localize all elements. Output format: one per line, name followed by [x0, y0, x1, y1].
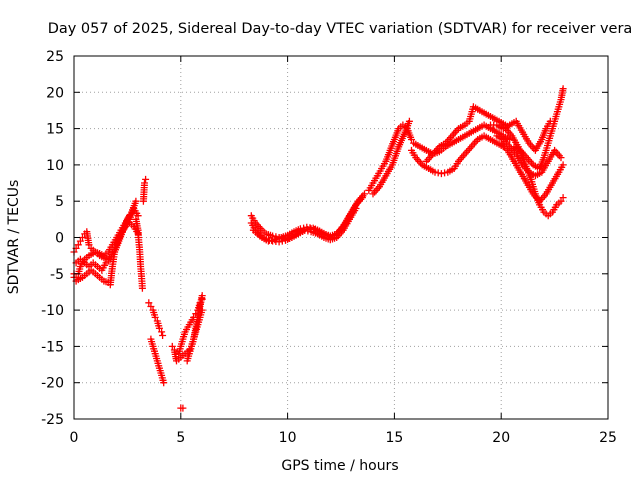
y-tick-label: -25: [41, 412, 64, 428]
data-point: [557, 197, 565, 205]
x-tick-label: 10: [279, 430, 297, 446]
data-point: [79, 234, 86, 241]
data-point: [196, 299, 204, 307]
data-point: [126, 212, 133, 220]
y-tick-label: 25: [46, 49, 64, 65]
data-point: [557, 154, 565, 162]
data-point: [437, 170, 445, 178]
data-point: [441, 169, 449, 177]
data-point: [132, 197, 140, 205]
chart-title: Day 057 of 2025, Sidereal Day-to-day VTE…: [48, 21, 633, 37]
data-point: [76, 237, 84, 245]
data-point: [431, 168, 439, 176]
y-tick-label: -15: [41, 339, 64, 355]
data-point: [361, 190, 368, 198]
grid: [74, 56, 608, 419]
data-point: [138, 284, 146, 292]
data-point: [278, 237, 286, 245]
data-point: [158, 328, 166, 336]
y-tick-label: 20: [46, 85, 64, 101]
data-point: [141, 179, 148, 187]
x-axis-label: GPS time / hours: [281, 458, 398, 474]
data-point: [134, 212, 142, 220]
data-point: [559, 194, 567, 202]
data-point: [434, 169, 442, 177]
data-point: [151, 313, 159, 321]
x-tick-label: 25: [599, 430, 617, 446]
data-point: [301, 226, 309, 234]
y-tick-label: -20: [41, 376, 64, 392]
y-tick-label: 15: [46, 122, 64, 138]
data-point: [142, 175, 150, 183]
y-tick-label: -10: [41, 303, 64, 319]
data-point: [559, 161, 567, 169]
data-point: [190, 313, 198, 321]
data-point: [192, 310, 200, 318]
x-tick-label: 20: [492, 430, 510, 446]
data-point: [198, 295, 206, 303]
x-tick-label: 5: [176, 430, 185, 446]
axis-ticks: 0 5 10 15 20 25 25 20 15 10 5 0 -5 -10 -15 -20 -25: [41, 49, 617, 446]
data-point: [408, 136, 415, 143]
data-point: [352, 205, 360, 212]
data-point: [85, 241, 93, 249]
data-point: [198, 306, 206, 314]
x-tick-label: 15: [385, 430, 403, 446]
data-point: [159, 332, 167, 339]
data-point: [74, 241, 82, 249]
data-point: [304, 227, 312, 235]
data-point: [275, 238, 283, 246]
data-point: [546, 117, 554, 125]
y-tick-label: 5: [55, 194, 64, 210]
data-point: [405, 117, 413, 125]
data-points: [70, 85, 567, 412]
data-point: [179, 404, 187, 412]
x-tick-label: 0: [70, 430, 79, 446]
data-point: [160, 379, 168, 387]
y-tick-label: 0: [55, 231, 64, 247]
y-tick-label: -5: [50, 267, 64, 283]
data-point: [369, 190, 377, 198]
data-point: [147, 303, 155, 310]
y-axis-label: SDTVAR / TECUs: [6, 180, 22, 295]
data-point: [559, 85, 567, 93]
data-point: [155, 324, 163, 332]
y-tick-label: 10: [46, 158, 64, 174]
data-point: [265, 236, 273, 244]
data-point: [168, 342, 176, 350]
data-point: [145, 299, 153, 307]
data-point: [262, 236, 270, 244]
